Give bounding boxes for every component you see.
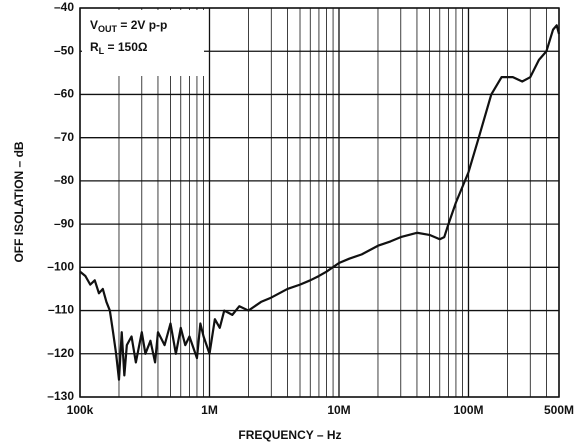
- x-tick-label: 10M: [327, 403, 350, 417]
- x-tick-label: 1M: [201, 403, 218, 417]
- data-line: [79, 24, 561, 381]
- annotation-sub: L: [99, 46, 105, 56]
- y-tick-label: –130: [47, 389, 74, 403]
- y-axis-label: OFF ISOLATION – dB: [12, 141, 26, 262]
- annotation-box: [82, 10, 204, 76]
- annotation: VOUT = 2V p-p: [90, 18, 167, 34]
- y-tick-label: –120: [47, 346, 74, 360]
- x-axis-label: FREQUENCY – Hz: [238, 428, 341, 442]
- annotation-main: R: [90, 40, 99, 54]
- x-tick-label: 100k: [67, 403, 94, 417]
- x-tick-label: 500M: [544, 403, 574, 417]
- y-tick-label: –110: [48, 303, 74, 317]
- y-tick-label: –90: [54, 216, 74, 230]
- annotation: RL = 150Ω: [90, 40, 148, 56]
- annotation-rest: = 150Ω: [104, 40, 148, 54]
- y-tick-label: –70: [54, 130, 74, 144]
- y-tick-label: –50: [54, 43, 74, 57]
- annotation-sub: OUT: [98, 24, 118, 34]
- y-tick-label: –60: [54, 87, 74, 101]
- x-tick-label: 100M: [453, 403, 483, 417]
- annotation-main: V: [90, 18, 98, 32]
- y-tick-label: –100: [47, 260, 74, 274]
- y-tick-label: –40: [54, 0, 74, 14]
- annotation-rest: = 2V p-p: [117, 18, 167, 32]
- y-tick-label: –80: [54, 173, 74, 187]
